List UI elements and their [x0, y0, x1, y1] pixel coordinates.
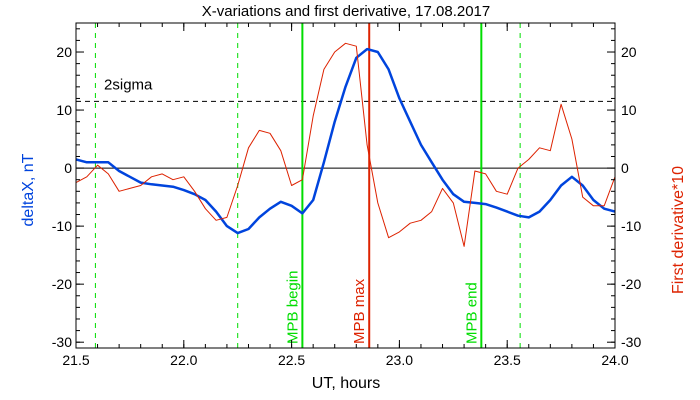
y-tick-label-right-2: 0: [621, 160, 629, 176]
y-tick-label-right-3: -10: [621, 218, 641, 234]
y-tick-label-left-1: 10: [56, 102, 72, 118]
y-tick-label-right-1: 10: [621, 102, 637, 118]
x-tick-label-2: 22.5: [278, 352, 305, 368]
y-tick-label-left-2: 0: [64, 160, 72, 176]
x-axis-title: UT, hours: [312, 375, 380, 392]
threshold-label: 2sigma: [104, 77, 153, 94]
y-tick-label-right-4: -20: [621, 276, 641, 292]
plot-frame: [75, 22, 616, 349]
series-line-0: [75, 47, 616, 235]
y-tick-label-right-0: 20: [621, 44, 637, 60]
marker-label-0: MPB begin: [284, 271, 301, 344]
x-tick-label-4: 23.5: [494, 352, 521, 368]
x-tick-label-5: 24.0: [601, 352, 628, 368]
x-tick-label-0: 21.5: [62, 352, 89, 368]
x-tick-label-3: 23.0: [386, 352, 413, 368]
y-tick-label-left-3: -10: [52, 218, 72, 234]
series-line-1: [75, 42, 616, 247]
chart-title: X-variations and first derivative, 17.08…: [202, 3, 491, 20]
y-tick-label-left-5: -30: [52, 334, 72, 350]
y-axis-title-left: deltaX, nT: [20, 153, 37, 226]
marker-label-2: MPB end: [463, 282, 480, 344]
y-tick-label-left-0: 20: [56, 44, 72, 60]
x-tick-label-1: 22.0: [170, 352, 197, 368]
marker-label-1: MPB max: [351, 278, 368, 344]
y-tick-label-left-4: -20: [52, 276, 72, 292]
y-axis-title-right: First derivative*10: [670, 166, 687, 294]
y-tick-label-right-5: -30: [621, 334, 641, 350]
